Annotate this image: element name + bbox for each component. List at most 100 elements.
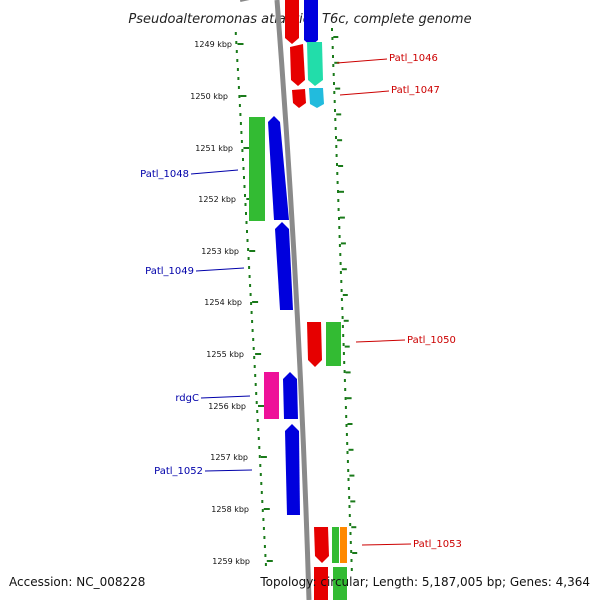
- ruler-dot: [236, 68, 239, 71]
- ruler-dot: [340, 280, 343, 283]
- minor-tick-mark: [335, 87, 341, 90]
- ruler-dot: [236, 59, 239, 62]
- ruler-dot: [350, 550, 353, 553]
- ruler-dot: [241, 149, 244, 152]
- ruler-dot: [347, 487, 350, 490]
- tick-label-1253: 1253 kbp: [201, 247, 239, 256]
- ruler-dot: [333, 91, 336, 94]
- ruler-dot: [347, 478, 350, 481]
- gene-green-1053[interactable]: [332, 527, 339, 563]
- gene-blue-1048[interactable]: [268, 116, 289, 220]
- tick-label-1254: 1254 kbp: [204, 298, 242, 307]
- gene-orange-1053[interactable]: [340, 527, 347, 563]
- ruler-dot: [256, 410, 259, 413]
- ruler-dot: [350, 568, 353, 571]
- ruler-dot: [334, 109, 336, 112]
- minor-tick-mark: [351, 526, 357, 529]
- ruler-dot: [344, 388, 347, 391]
- label-patl-1052[interactable]: Patl_1052: [154, 466, 203, 477]
- minor-tick-mark: [336, 113, 342, 116]
- gene-cyan-1047[interactable]: [309, 88, 324, 108]
- label-patl-1046[interactable]: Patl_1046: [389, 53, 438, 64]
- ruler-dot: [348, 496, 351, 499]
- ruler-dot: [248, 266, 251, 269]
- ruler-dot: [234, 32, 237, 35]
- minor-tick-mark: [347, 423, 353, 425]
- ruler-dot: [335, 145, 338, 148]
- ruler-dot: [248, 275, 251, 278]
- gene-blue-top[interactable]: [304, 0, 318, 46]
- gene-red-top[interactable]: [285, 0, 299, 44]
- gene-blue-1049[interactable]: [275, 222, 293, 310]
- ruler-dot: [263, 536, 266, 539]
- kbp-tick-mark: [260, 456, 267, 458]
- ruler-dot: [341, 325, 344, 328]
- tick-label-1251: 1251 kbp: [195, 144, 233, 153]
- ruler-dot: [333, 100, 336, 103]
- ruler-dot: [345, 433, 348, 436]
- label-patl-1049[interactable]: Patl_1049: [145, 266, 194, 277]
- gene-red-1053[interactable]: [314, 527, 329, 563]
- minor-tick-mark: [344, 345, 350, 348]
- ruler-dot: [245, 212, 247, 215]
- gene-labels: Patl_1046 Patl_1047 Patl_1048 Patl_1049 …: [140, 53, 462, 550]
- tick-label-1252: 1252 kbp: [198, 195, 236, 204]
- gene-track-forward: [285, 0, 347, 600]
- minor-tick-mark: [343, 319, 349, 322]
- ruler-dot: [338, 235, 341, 238]
- gene-magenta-rdgC[interactable]: [264, 372, 279, 419]
- ruler-dot: [243, 176, 245, 179]
- tick-label-1257: 1257 kbp: [210, 453, 248, 462]
- ruler-dot: [256, 419, 259, 422]
- gene-blue-rdgC[interactable]: [283, 372, 298, 419]
- minor-tick-mark: [346, 397, 352, 400]
- gene-green-1050[interactable]: [326, 322, 341, 366]
- ruler-dot: [264, 554, 267, 557]
- minor-tick-mark: [339, 190, 344, 193]
- gene-red-bottom[interactable]: [314, 567, 328, 600]
- ruler-dot: [257, 428, 260, 431]
- ruler-dot: [245, 221, 248, 224]
- gene-track-reverse: [249, 116, 300, 515]
- ruler-dot: [255, 392, 258, 395]
- ruler-dot: [339, 271, 342, 274]
- ruler-dot: [336, 181, 339, 184]
- ruler-dot: [259, 464, 262, 467]
- gene-blue-1052[interactable]: [285, 424, 300, 515]
- label-patl-1050[interactable]: Patl_1050: [407, 335, 456, 346]
- gene-green-1048[interactable]: [249, 117, 265, 221]
- ruler-dot: [339, 262, 342, 265]
- ruler-dot: [262, 518, 265, 521]
- ruler-dot: [238, 104, 241, 107]
- ruler-dot: [347, 469, 350, 472]
- label-patl-1047[interactable]: Patl_1047: [391, 85, 440, 96]
- gene-red-1050[interactable]: [307, 322, 322, 367]
- label-patl-1053[interactable]: Patl_1053: [413, 539, 462, 550]
- ruler-dot: [334, 127, 337, 130]
- ruler-dot: [242, 167, 245, 170]
- label-patl-1048[interactable]: Patl_1048: [140, 169, 189, 180]
- ruler-dot: [259, 473, 262, 476]
- ruler-dot: [247, 248, 250, 251]
- label-rdgC[interactable]: rdgC: [175, 393, 199, 404]
- minor-tick-mark: [349, 474, 355, 477]
- minor-tick-mark: [334, 61, 340, 64]
- ruler-dot: [331, 37, 334, 40]
- ruler-dot: [333, 82, 335, 85]
- ruler-dot: [343, 361, 346, 364]
- ruler-dot: [348, 514, 351, 517]
- ruler-dot: [341, 307, 344, 310]
- ruler-dot: [343, 379, 346, 382]
- ruler-dot: [253, 356, 256, 359]
- ruler-dot: [251, 320, 254, 323]
- ruler-dot: [235, 50, 238, 53]
- ruler-dot: [252, 347, 255, 350]
- kbp-tick-labels: 1249 kbp 1250 kbp 1251 kbp 1252 kbp 1253…: [190, 40, 250, 566]
- ruler-dot: [349, 541, 352, 544]
- gene-red-small[interactable]: [292, 89, 306, 108]
- ruler-dot: [334, 118, 337, 121]
- gene-red-1046[interactable]: [290, 44, 305, 86]
- gene-teal-1046[interactable]: [307, 42, 323, 86]
- gene-green-bottom[interactable]: [333, 567, 347, 600]
